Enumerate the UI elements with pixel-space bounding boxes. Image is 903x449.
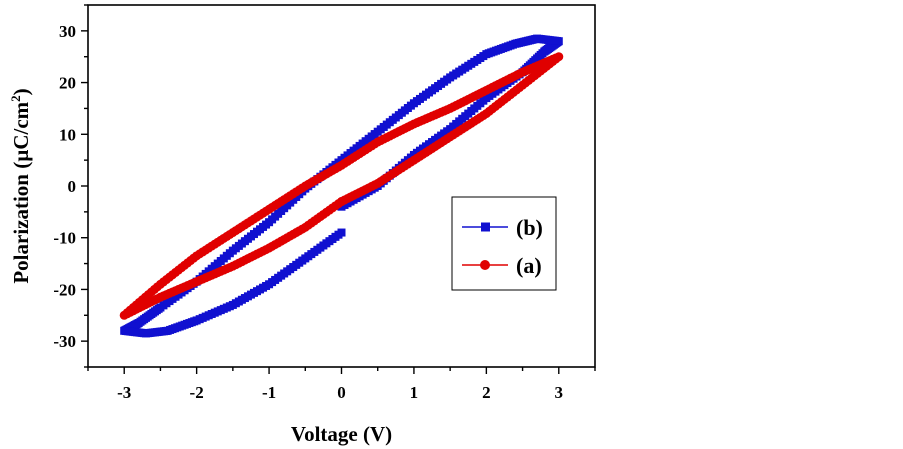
y-axis-title-close: ): [9, 88, 33, 95]
x-tick-label: 3: [555, 383, 564, 402]
series-a: [119, 52, 564, 320]
y-axis-title-superscript: 2: [8, 95, 23, 102]
x-tick-label: -2: [190, 383, 204, 402]
plot-frame: [87, 4, 596, 368]
y-tick-label: -20: [53, 280, 76, 299]
x-tick-label: -1: [262, 383, 276, 402]
y-axis-title: Polarization (µC/cm2): [8, 88, 33, 283]
data-point-square: [337, 228, 346, 237]
tick-group: [81, 4, 596, 374]
legend-items: (b) (a): [462, 215, 543, 278]
y-tick-label: 20: [59, 74, 76, 93]
legend: (b) (a): [451, 196, 557, 291]
x-axis-title: Voltage (V): [291, 422, 392, 446]
legend-marker-square: [481, 222, 490, 232]
y-tick-label: 30: [59, 22, 76, 41]
y-tick-label: 10: [59, 125, 76, 144]
y-tick-label: 0: [68, 177, 77, 196]
x-tick-label: -3: [117, 383, 131, 402]
series-layer: [119, 34, 564, 338]
x-tick-label: 0: [337, 383, 346, 402]
y-axis-title-main: Polarization (µC/cm: [9, 101, 33, 283]
series-b: [120, 34, 563, 338]
data-point-circle: [337, 197, 346, 207]
x-tick-label: 2: [482, 383, 491, 402]
x-tick-label: 1: [410, 383, 419, 402]
legend-box: [451, 196, 557, 291]
axes: [87, 4, 596, 368]
y-tick-label: -10: [53, 229, 76, 248]
legend-label: (b): [516, 215, 543, 240]
legend-marker-circle: [480, 260, 490, 270]
y-tick-label: -30: [53, 332, 76, 351]
legend-label: (a): [516, 253, 542, 278]
